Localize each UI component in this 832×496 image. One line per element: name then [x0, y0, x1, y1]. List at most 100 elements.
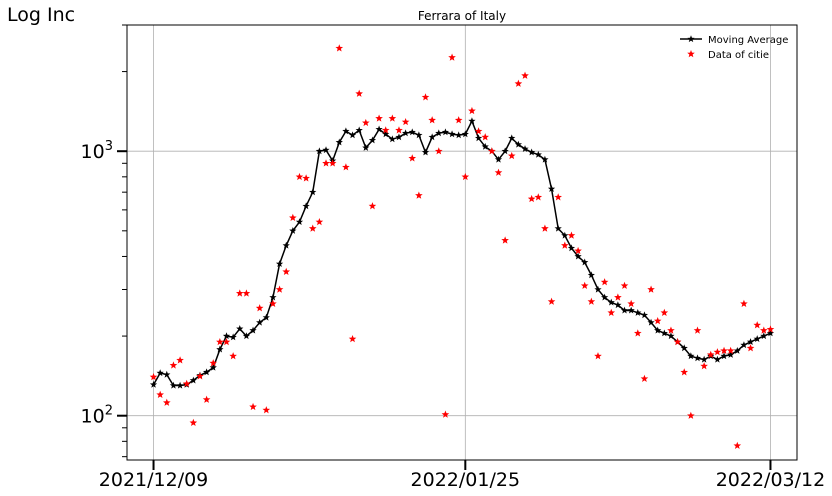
- city-data-point: [202, 395, 211, 403]
- moving-average-point: [766, 329, 775, 337]
- city-data-point: [242, 289, 251, 297]
- moving-average-point: [693, 354, 702, 362]
- city-data-point: [700, 362, 708, 370]
- city-data-point: [620, 281, 629, 289]
- city-data-point: [706, 350, 715, 358]
- city-data-point: [169, 361, 178, 369]
- city-data-point: [282, 267, 291, 276]
- city-data-point: [441, 410, 450, 418]
- plot-frame: [126, 24, 798, 461]
- moving-average-point: [700, 355, 708, 363]
- city-data-point: [415, 191, 423, 199]
- city-data-point: [640, 374, 649, 382]
- city-data-point: [687, 411, 695, 419]
- city-data-point: [196, 372, 204, 380]
- city-data-point: [614, 293, 622, 301]
- moving-average-point: [713, 355, 722, 363]
- moving-average-point: [680, 344, 688, 352]
- city-data-point: [667, 326, 675, 334]
- moving-average-point: [269, 293, 277, 301]
- moving-average-point: [733, 346, 741, 354]
- city-data-point: [182, 379, 191, 388]
- city-data-point: [368, 202, 377, 210]
- moving-average-point: [156, 369, 164, 377]
- city-data-point: [494, 168, 503, 176]
- moving-average-point: [315, 147, 323, 155]
- city-data-point: [461, 172, 470, 181]
- moving-average-point: [355, 126, 363, 134]
- moving-average-point: [647, 318, 655, 326]
- moving-average-point: [441, 128, 450, 136]
- moving-average-point: [727, 350, 735, 358]
- legend-label-moving-average: Moving Average: [708, 35, 788, 46]
- moving-average-point: [468, 117, 476, 125]
- city-data-point: [269, 299, 277, 307]
- moving-average-point: [461, 130, 469, 138]
- city-data-point: [255, 304, 264, 312]
- moving-average-point: [574, 252, 582, 260]
- city-data-point: [534, 193, 543, 201]
- moving-average-point: [163, 370, 171, 378]
- moving-average-point: [216, 345, 224, 353]
- city-data-point: [249, 402, 257, 411]
- city-data-point: [507, 151, 516, 160]
- city-data-point: [733, 441, 742, 449]
- moving-average-point: [746, 338, 755, 346]
- axes: 2021/12/09 2022/01/25 2022/03/12 102 103: [81, 24, 825, 491]
- moving-average-point: [289, 227, 297, 234]
- city-data-point: [163, 398, 171, 406]
- moving-average-point: [222, 332, 231, 340]
- city-data-point: [753, 321, 761, 329]
- moving-average-point: [362, 144, 370, 151]
- moving-average-point: [634, 308, 642, 316]
- city-data-point: [567, 231, 576, 239]
- city-data-point: [600, 278, 609, 286]
- city-data-point: [408, 154, 417, 162]
- city-data-point: [355, 89, 363, 97]
- moving-average-point: [421, 148, 430, 156]
- city-data-point: [468, 106, 476, 115]
- moving-average-point: [501, 147, 509, 155]
- x-tick-label: 2022/01/25: [411, 469, 521, 491]
- city-data-point: [587, 297, 596, 305]
- moving-average-point: [474, 134, 483, 142]
- city-data-point: [421, 93, 430, 101]
- city-data-point: [315, 217, 324, 226]
- city-data-point: [308, 224, 317, 232]
- moving-average-point: [667, 332, 675, 340]
- city-data-point: [289, 213, 297, 222]
- moving-average-point: [753, 335, 761, 343]
- moving-average-point: [508, 134, 516, 142]
- city-data-point: [607, 308, 616, 316]
- city-data-point: [401, 117, 410, 126]
- moving-average-point: [202, 368, 211, 376]
- moving-average-point: [229, 333, 237, 341]
- moving-average-point: [395, 133, 403, 141]
- city-data-point: [488, 147, 496, 155]
- city-data-point: [633, 329, 642, 337]
- city-data-point: [348, 334, 357, 343]
- moving-average-point: [481, 142, 489, 150]
- moving-average-point: [388, 135, 396, 143]
- moving-average-point: [547, 185, 556, 193]
- moving-average-point: [189, 376, 197, 384]
- moving-average-point: [760, 332, 768, 340]
- moving-average-point: [149, 380, 158, 388]
- legend: Moving Average Data of citie: [680, 35, 788, 61]
- moving-average-line: [152, 119, 771, 387]
- moving-average-point: [455, 131, 463, 139]
- city-data-point: [335, 44, 344, 52]
- legend-marker-moving-average: [687, 35, 695, 43]
- city-data-point: [547, 297, 556, 305]
- moving-average-point: [521, 145, 529, 152]
- moving-average-point: [335, 138, 343, 146]
- moving-average-point: [494, 155, 503, 163]
- chart-title: Ferrara of Italy: [418, 9, 506, 23]
- city-data-point: [647, 285, 655, 293]
- city-data-point: [554, 193, 562, 201]
- city-data-point: [156, 390, 164, 398]
- city-data-point: [680, 368, 689, 376]
- grid: [127, 25, 797, 460]
- series-layer: [149, 44, 775, 449]
- city-data-point: [328, 159, 337, 167]
